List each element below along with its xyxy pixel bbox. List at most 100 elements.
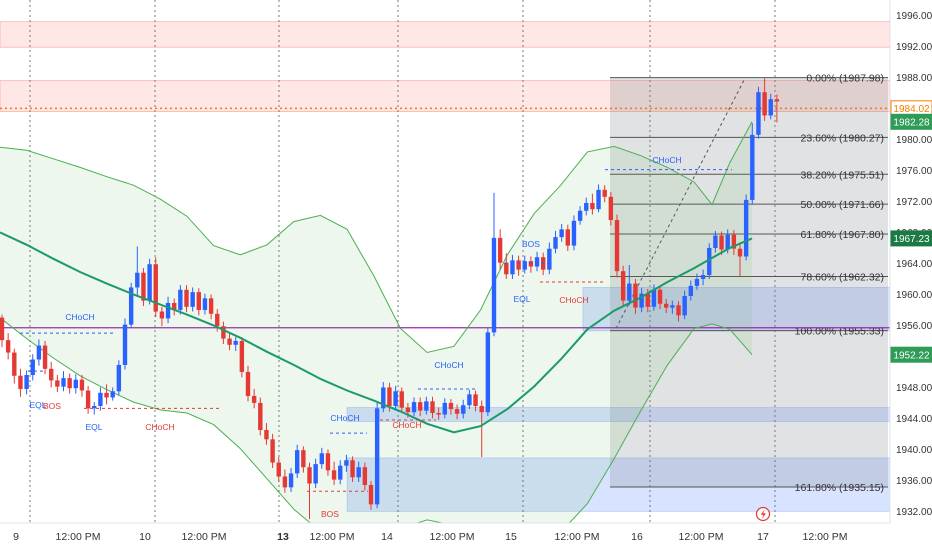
candle-body <box>36 345 42 360</box>
price-tick-label: 1940.00 <box>896 445 932 456</box>
annotation-eql: EQL <box>29 400 46 410</box>
candle-body <box>381 387 386 409</box>
candle-body <box>633 283 638 308</box>
candle-body <box>215 313 220 327</box>
price-badge-value: 1952.22 <box>893 351 930 362</box>
candle-body <box>73 379 78 389</box>
candle-body <box>227 338 232 345</box>
fibonacci-level-label: 0.00% (1987.98) <box>806 73 884 85</box>
candle-body <box>762 92 767 116</box>
candle-body <box>12 352 17 376</box>
candle-body <box>553 237 558 249</box>
annotation-bos: BOS <box>43 401 61 411</box>
time-tick-label: 12:00 PM <box>679 531 724 543</box>
candle-body <box>577 210 583 221</box>
candle-body <box>344 460 349 466</box>
candle-body <box>657 289 663 304</box>
supply-zone <box>0 21 891 48</box>
candle-body <box>387 387 392 407</box>
candle-body <box>750 134 755 200</box>
candle-body <box>128 287 134 325</box>
time-tick-label: 12:00 PM <box>430 531 475 543</box>
candle-body <box>202 298 208 310</box>
candle-body <box>165 302 171 319</box>
candle-body <box>55 380 60 387</box>
candle-body <box>270 439 275 463</box>
fibonacci-box <box>610 77 888 487</box>
candle-body <box>307 467 312 484</box>
candle-body <box>147 264 152 301</box>
candle-body <box>245 371 251 396</box>
candle-body <box>233 340 238 345</box>
candle-body <box>461 405 466 414</box>
fibonacci-level-label: 161.80% (1935.15) <box>795 482 884 494</box>
candle-body <box>67 378 72 389</box>
candle-body <box>141 272 146 301</box>
candle-body <box>639 293 644 308</box>
candle-body <box>430 401 435 413</box>
time-tick-label: 12:00 PM <box>555 531 600 543</box>
candle-body <box>116 364 122 392</box>
price-tick-label: 1948.00 <box>896 383 932 394</box>
candle-body <box>774 99 780 102</box>
candle-body <box>522 261 527 270</box>
fibonacci-level-label: 78.60% (1962.32) <box>801 271 884 283</box>
moving-average-line <box>0 231 753 434</box>
candle-body <box>178 289 183 310</box>
candle-body <box>110 391 115 398</box>
bollinger-upper-band <box>0 121 753 354</box>
candle-body <box>30 359 35 376</box>
candle-body <box>98 392 103 407</box>
candle-body <box>362 467 368 486</box>
price-tick-label: 1988.00 <box>896 73 932 84</box>
annotation-eql: EQL <box>513 294 530 304</box>
candle-body <box>645 293 650 307</box>
annotation-choch: CHoCH <box>145 422 174 432</box>
candle-body <box>104 392 109 398</box>
candle-body <box>479 406 484 413</box>
candle-body <box>350 460 355 478</box>
candle-body <box>608 196 614 221</box>
annotation-bos: BOS <box>321 509 339 519</box>
price-tick-label: 1972.00 <box>896 197 932 208</box>
demand-zone <box>346 457 891 512</box>
candle-body <box>159 311 165 319</box>
candle-body <box>688 285 693 296</box>
bollinger-band-fill <box>0 121 752 547</box>
annotation-eql: EQL <box>85 422 102 432</box>
candle-body <box>651 289 657 307</box>
fibonacci-level-label: 61.80% (1967.80) <box>801 229 884 241</box>
candle-body <box>559 229 564 238</box>
candle-body <box>196 292 201 310</box>
price-badge <box>890 230 932 247</box>
time-tick-label: 14 <box>381 531 393 543</box>
price-tick-label: 1960.00 <box>896 290 932 301</box>
price-badge-value: 1984.02 <box>893 104 930 115</box>
candle-body <box>368 485 374 505</box>
candle-body <box>184 289 189 307</box>
price-tick-label: 1964.00 <box>896 259 932 270</box>
time-tick-label: 12:00 PM <box>803 531 848 543</box>
candle-body <box>190 292 195 307</box>
candle-body <box>590 203 595 210</box>
annotation-choch: CHoCH <box>434 360 463 370</box>
time-tick-label: 16 <box>631 531 643 543</box>
candle-body <box>374 408 380 505</box>
candle-body <box>713 235 718 248</box>
candle-body <box>61 378 66 387</box>
candle-body <box>768 99 773 116</box>
candle-body <box>405 407 411 413</box>
price-badge-value: 1982.28 <box>893 118 930 129</box>
price-tick-label: 1980.00 <box>896 135 932 146</box>
price-badge-value: 1967.23 <box>893 234 930 245</box>
candle-body <box>208 298 214 314</box>
candle-body <box>393 391 398 407</box>
time-tick-label: 9 <box>13 531 19 543</box>
annotation-choch: CHoCH <box>559 295 588 305</box>
candle-body <box>731 234 737 249</box>
candle-body <box>122 324 128 365</box>
annotation-bos: BOS <box>522 239 540 249</box>
candle-body <box>424 401 429 411</box>
candle-body <box>454 409 460 414</box>
